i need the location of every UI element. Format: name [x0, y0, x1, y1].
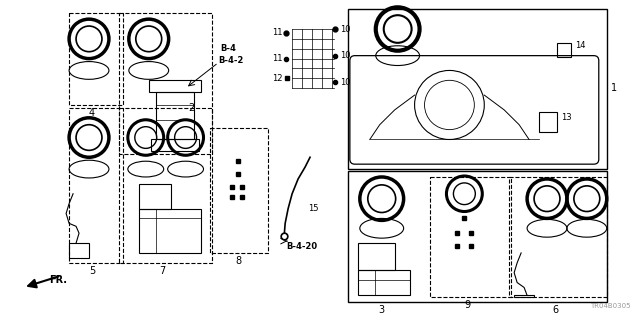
- Text: 9: 9: [464, 300, 470, 310]
- Text: FR.: FR.: [49, 275, 67, 285]
- Text: 4: 4: [89, 108, 95, 118]
- Text: 14: 14: [575, 41, 586, 50]
- Bar: [151, 139, 198, 151]
- Bar: [119, 108, 212, 263]
- Text: B-4-20: B-4-20: [286, 241, 317, 250]
- Bar: [557, 43, 571, 57]
- Bar: [69, 243, 89, 258]
- Text: 15: 15: [308, 204, 319, 213]
- Text: 10: 10: [340, 25, 351, 33]
- Text: 7: 7: [159, 266, 166, 276]
- Bar: [69, 108, 123, 263]
- Text: 1: 1: [611, 83, 617, 93]
- Text: 2: 2: [189, 103, 195, 113]
- Bar: [539, 112, 557, 132]
- Bar: [348, 171, 607, 302]
- Bar: [156, 92, 193, 139]
- Text: 10: 10: [340, 51, 351, 60]
- Text: 8: 8: [236, 256, 241, 266]
- Text: 13: 13: [561, 113, 572, 122]
- Bar: [358, 243, 395, 270]
- Bar: [69, 13, 123, 105]
- Text: 11: 11: [271, 54, 282, 63]
- Bar: [139, 209, 200, 253]
- Text: 5: 5: [89, 266, 95, 276]
- Bar: [139, 184, 171, 209]
- Text: B-4: B-4: [220, 44, 236, 53]
- Bar: [514, 295, 534, 297]
- Bar: [358, 270, 410, 295]
- Bar: [429, 177, 511, 297]
- Text: 3: 3: [379, 305, 385, 315]
- Bar: [119, 13, 212, 154]
- Text: 10: 10: [340, 78, 351, 87]
- Text: 11: 11: [271, 28, 282, 37]
- Bar: [509, 177, 607, 297]
- Bar: [211, 128, 268, 253]
- Text: 12: 12: [271, 74, 282, 83]
- Text: 6: 6: [552, 305, 558, 315]
- Text: TR04B0305: TR04B0305: [590, 303, 630, 309]
- Text: B-4-2: B-4-2: [218, 56, 244, 65]
- Bar: [148, 80, 200, 92]
- Bar: [348, 9, 607, 169]
